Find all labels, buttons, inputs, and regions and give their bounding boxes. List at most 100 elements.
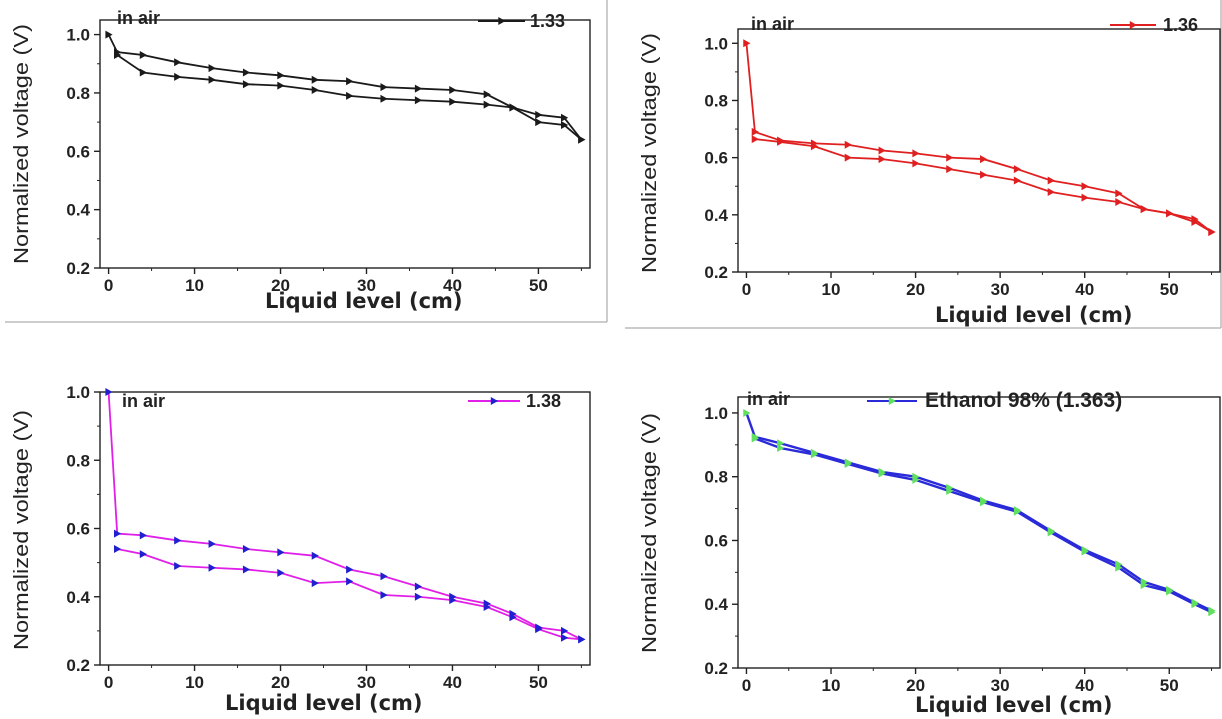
data-point: [1013, 176, 1022, 185]
data-point: [1208, 227, 1216, 236]
chart-svg-2: 0 10 20 30 40 50 0.2 0.4 0.6 0.8 1.0 Liquid level (…: [625, 0, 1222, 329]
series-line: [117, 548, 582, 641]
data-point: [311, 551, 319, 560]
in-air-annotation: in air: [122, 391, 165, 411]
y-tick-label: 0.8: [66, 84, 90, 103]
data-point: [777, 137, 785, 146]
y-tick-label: 1.0: [704, 404, 728, 423]
data-point: [105, 30, 113, 39]
data-point: [946, 487, 954, 496]
data-point: [980, 498, 988, 507]
plot-frame: [99, 391, 591, 666]
data-point: [311, 86, 319, 95]
data-point: [1115, 197, 1123, 206]
plot-frame: [737, 396, 1221, 669]
x-tick-label: 20: [271, 673, 290, 692]
data-point: [113, 529, 122, 538]
y-tick-label: 0.6: [704, 149, 728, 168]
y-tick-label: 0.2: [66, 656, 90, 675]
data-point: [139, 550, 147, 559]
data-point: [277, 548, 285, 557]
data-point: [509, 613, 517, 622]
series-line: [754, 138, 1213, 233]
data-point: [578, 135, 586, 144]
data-point: [346, 91, 354, 100]
data-point: [561, 121, 569, 130]
x-axis-label: Liquid level (cm): [935, 303, 1133, 327]
y-axis-label: Normalized voltage (V): [11, 24, 33, 264]
data-point: [483, 90, 491, 99]
y-tick-label: 1.0: [66, 26, 90, 45]
data-point: [946, 153, 954, 162]
x-tick-label: 20: [271, 276, 290, 295]
data-point: [1081, 182, 1089, 191]
data-point: [346, 77, 354, 86]
data-point: [743, 39, 751, 48]
data-point: [844, 140, 852, 149]
legend-label: Ethanol 98% (1.363): [925, 389, 1122, 412]
plot-frame: [737, 28, 1221, 273]
chart-panel-4: 0 10 20 30 40 50 0.2 0.4 0.6 0.8 1.0 Liquid level (…: [625, 375, 1222, 719]
x-tick-label: 30: [991, 676, 1010, 695]
series-line: [754, 437, 1213, 614]
y-tick-label: 0.8: [66, 451, 90, 470]
chart-panel-1: 0 10 20 30 40 50 0.2 0.4 0.6 0.8 1.0 Liquid level (…: [0, 0, 610, 325]
data-point: [242, 68, 251, 77]
data-point: [743, 408, 751, 417]
x-tick-label: 0: [104, 276, 113, 295]
series-line: [116, 54, 582, 141]
x-tick-label: 10: [822, 676, 841, 695]
legend-marker: [888, 397, 896, 405]
data-point: [535, 110, 543, 119]
x-tick-label: 10: [185, 673, 204, 692]
series-line: [745, 43, 1213, 233]
data-point: [380, 572, 388, 581]
x-tick-label: 50: [529, 276, 548, 295]
x-tick-label: 0: [742, 676, 751, 695]
y-tick-label: 0.8: [704, 468, 728, 487]
y-axis-label: Normalized voltage (V): [11, 410, 33, 650]
data-point: [414, 592, 423, 601]
x-axis-label: Liquid level (cm): [915, 693, 1113, 717]
data-point: [483, 100, 491, 109]
data-point: [208, 75, 216, 84]
data-point: [346, 565, 354, 574]
data-point: [844, 153, 852, 162]
data-point: [561, 626, 569, 635]
y-tick-label: 0.2: [704, 263, 728, 282]
x-tick-label: 10: [822, 280, 841, 299]
data-point: [380, 83, 388, 92]
data-point: [449, 97, 457, 106]
data-point: [912, 475, 920, 484]
data-point: [414, 84, 423, 93]
data-point: [1191, 217, 1199, 226]
x-tick-label: 30: [357, 276, 376, 295]
y-tick-label: 0.4: [704, 206, 728, 225]
data-point: [751, 127, 759, 136]
x-tick-label: 0: [742, 280, 751, 299]
data-point: [810, 142, 819, 151]
data-point: [912, 149, 920, 158]
data-point: [139, 51, 147, 60]
data-point: [810, 450, 819, 459]
in-air-annotation: in air: [751, 14, 794, 34]
data-point: [535, 118, 543, 127]
data-point: [1191, 600, 1199, 609]
data-point: [844, 459, 852, 468]
data-point: [208, 64, 216, 73]
y-tick-label: 0.2: [704, 659, 728, 678]
data-point: [535, 625, 543, 634]
data-point: [277, 71, 285, 80]
x-tick-label: 50: [1160, 676, 1179, 695]
data-point: [139, 68, 147, 77]
data-point: [174, 562, 182, 571]
chart-svg-3: 0 10 20 30 40 50 0.2 0.4 0.6 0.8 1.0 Liquid level (…: [11, 383, 591, 715]
data-point: [561, 113, 569, 122]
y-axis-label: Normalized voltage (V): [639, 413, 661, 653]
data-point: [105, 388, 113, 396]
y-tick-label: 0.8: [704, 91, 728, 110]
data-point: [1115, 563, 1123, 572]
chart-panel-2: 0 10 20 30 40 50 0.2 0.4 0.6 0.8 1.0 Liquid level (…: [625, 0, 1222, 330]
data-point: [449, 596, 457, 605]
legend-marker: [1129, 21, 1137, 29]
